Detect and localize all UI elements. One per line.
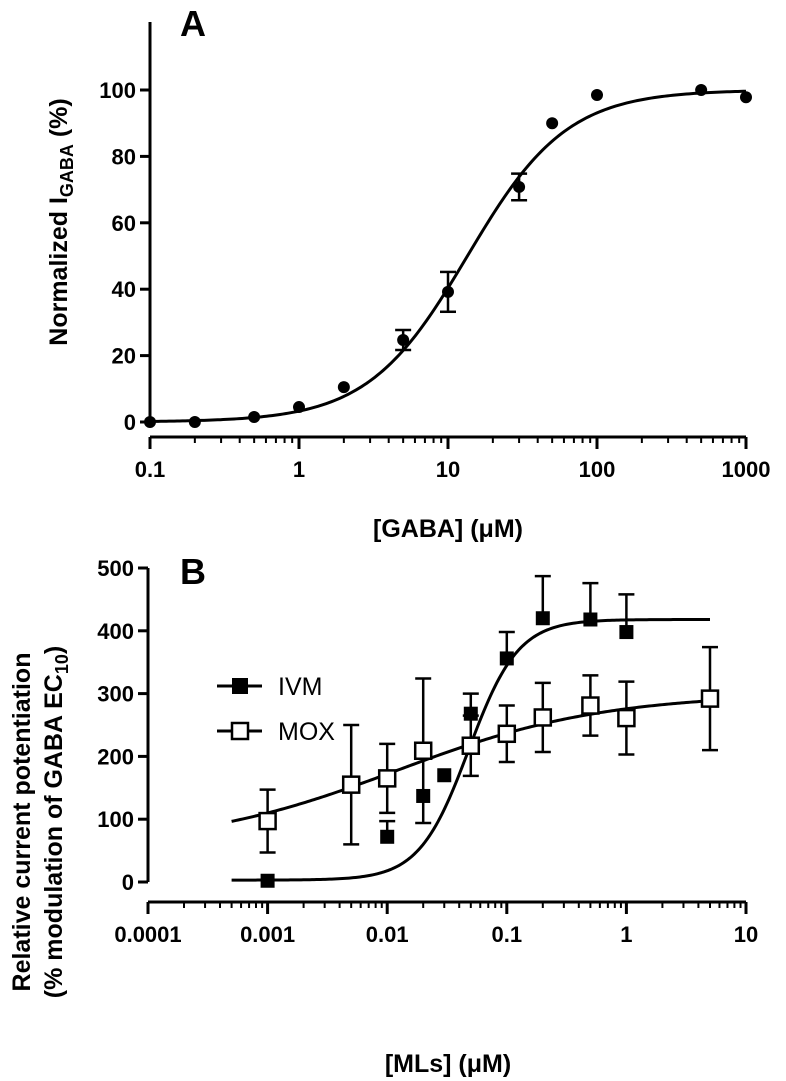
panel-b-series-ivm-point	[463, 706, 478, 721]
panel-b-series-ivm-point	[535, 611, 550, 626]
panel-a-y-axis-title-main: Normalized I	[45, 197, 73, 346]
panel-a-y-tick-label: 60	[112, 211, 136, 236]
panel-b-y-axis-title-line2-main: (% modulation of GABA EC	[40, 674, 68, 998]
panel-b-series-mox-point	[617, 708, 636, 728]
panel-b-y-tick-label: 400	[97, 619, 134, 644]
panel-b-y-tick-label: 100	[97, 807, 134, 832]
panel-a-y-axis-title-subscript: GABA	[57, 144, 77, 197]
panel-a-x-tick-label: 100	[579, 457, 616, 482]
panel-a-series-0-point	[337, 381, 350, 394]
panel-b-x-tick-label: 0.1	[492, 922, 523, 947]
panel-b-series-ivm-point	[380, 829, 395, 844]
panel-b-y-tick-label: 0	[122, 870, 134, 895]
panel-b-y-axis-title-line1: Relative current potentiation	[8, 653, 36, 992]
panel-a-series-0-point	[397, 333, 410, 346]
panel-b-y-tick-label: 300	[97, 682, 134, 707]
panel-a-x-tick-label: 1	[293, 457, 305, 482]
panel-b-legend: IVM MOX	[217, 673, 335, 746]
panel-a-series-0-point	[591, 88, 603, 101]
panel-b-series-ivm-point	[499, 651, 514, 666]
panel-b-x-tick-label: 0.01	[366, 922, 409, 947]
panel-a-y-tick-label: 40	[112, 277, 136, 302]
panel-a-y-tick-label: 100	[99, 78, 136, 103]
panel-a-y-tick-label: 20	[112, 344, 136, 369]
panel-a-series-0-point	[695, 84, 708, 96]
panel-a-x-tick-label: 0.1	[135, 457, 166, 482]
panel-b-series-ivm-point	[437, 768, 452, 783]
legend-label-mox: MOX	[278, 718, 335, 746]
panel-a-y-axis-title-suffix: (%)	[45, 98, 73, 144]
panel-b-y-tick-label: 500	[97, 556, 134, 581]
panel-a-series-0-point	[248, 411, 261, 424]
panel-a-series-0-point	[293, 401, 305, 414]
panel-a-x-tick-label: 1000	[722, 457, 771, 482]
panel-a-y-tick-label: 80	[112, 144, 136, 169]
panel-b-series-ivm-point	[619, 625, 634, 640]
panel-b-series-mox-point	[413, 741, 433, 760]
panel-b-y-tick-label: 200	[97, 744, 134, 769]
panel-b-series-ivm-point	[260, 873, 275, 888]
panel-a-series-0-point	[442, 285, 454, 298]
panel-b-y-axis-title-line2-subscript: 10	[52, 654, 72, 674]
panel-b-x-tick-label: 1	[620, 922, 632, 947]
panel-a-y-axis-title: Normalized IGABA (%)	[45, 98, 77, 345]
panel-b-series-ivm-point	[583, 612, 598, 627]
panel-b-series-mox-point	[377, 769, 397, 788]
panel-b-x-tick-label: 0.001	[240, 922, 295, 947]
legend-label-ivm: IVM	[278, 673, 322, 701]
panel-b-y-axis-title-line2: (% modulation of GABA EC10)	[40, 646, 72, 998]
panel-a-x-axis-title: [GABA] (μM)	[373, 515, 523, 543]
panel-a-series-0-point	[513, 180, 526, 193]
panel-b-series-mox-point	[341, 775, 361, 794]
panel-a-series-0-point	[546, 117, 559, 130]
panel-a-plot: 0 20 40 60 80 100 0.1 1 10 100 1000	[99, 22, 770, 482]
panel-a-series-0-fit-curve	[149, 89, 747, 423]
panel-a-y-tick-label: 0	[124, 410, 136, 435]
panel-a-series-0-point	[144, 416, 156, 428]
panel-b-x-tick-label: 10	[734, 922, 758, 947]
legend-marker-mox	[230, 721, 250, 741]
panel-b-x-axis-title: [MLs] (μM)	[385, 1050, 511, 1078]
panel-b-plot: 0 100 200 300 400 500 0.0001 0.001 0.01 0.1 1 10	[97, 556, 758, 947]
panel-b-y-axis-title-line2-suffix: )	[40, 646, 68, 654]
panel-b-series-mox-point	[533, 708, 553, 727]
panel-a-label: A	[180, 3, 206, 44]
panel-b-x-tick-label: 0.0001	[114, 922, 181, 947]
panel-a-series-0-point	[740, 91, 752, 104]
panel-b-series-mox-point	[700, 689, 720, 708]
panel-b-series-mox-point	[258, 811, 277, 831]
panel-a-x-tick-label: 10	[436, 457, 460, 482]
panel-b-series-mox-point	[497, 724, 517, 744]
panel-a-series-0-point	[188, 416, 201, 428]
panel-b-series-mox-point	[581, 696, 600, 715]
panel-b-series-mox-point	[461, 736, 481, 755]
panel-b-label: B	[180, 551, 206, 592]
legend-marker-ivm	[232, 678, 248, 694]
